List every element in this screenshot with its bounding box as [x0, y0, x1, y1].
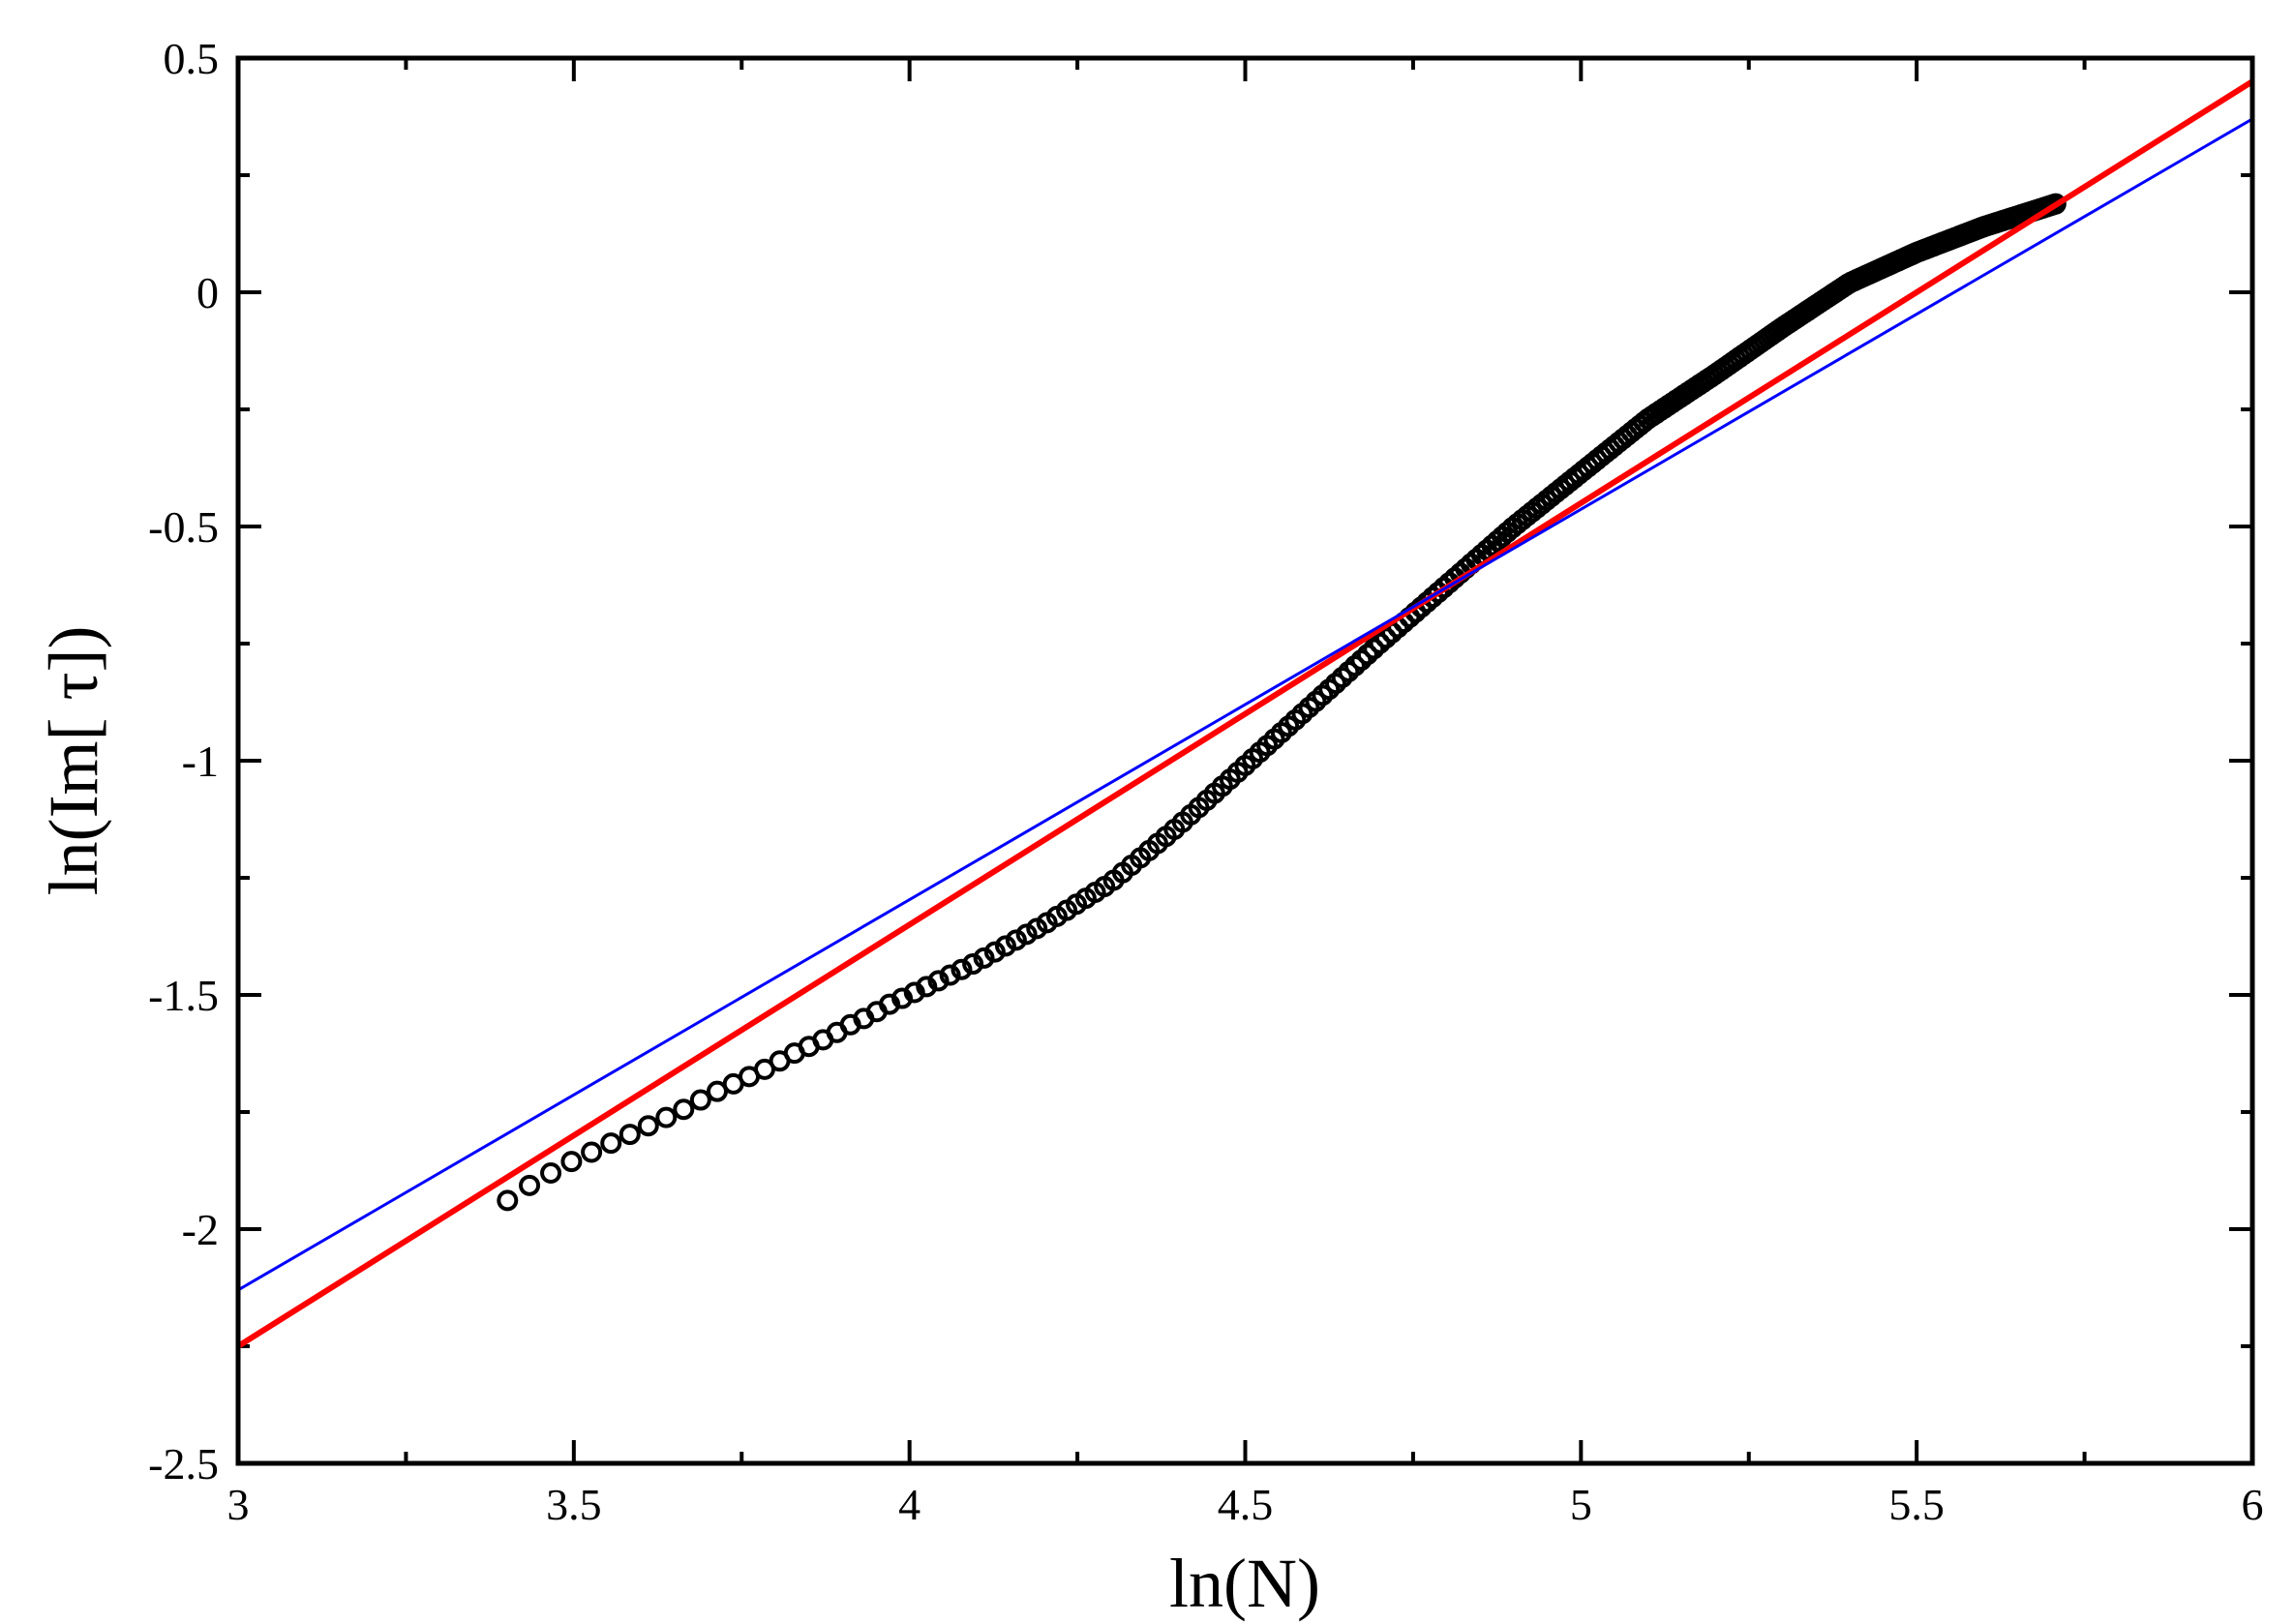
data-point — [983, 941, 1006, 963]
y-axis-title: ln(Im[ τ]) — [35, 626, 112, 896]
y-tick-label: -2.5 — [148, 1439, 219, 1489]
y-tick-label: -2 — [182, 1205, 219, 1254]
data-point — [540, 1162, 562, 1185]
x-tick-label: 3.5 — [546, 1480, 602, 1529]
y-tick-label: -1 — [182, 737, 219, 786]
x-tick-label: 5 — [1570, 1480, 1592, 1529]
data-point — [916, 976, 938, 998]
data-point — [600, 1132, 622, 1155]
data-layer — [238, 78, 2252, 1349]
x-tick-label: 6 — [2242, 1480, 2264, 1529]
data-point — [962, 953, 984, 976]
y-tick-label: 0 — [196, 268, 219, 317]
y-tick-label: 0.5 — [164, 34, 220, 83]
data-point — [973, 947, 995, 969]
data-point — [1005, 929, 1027, 951]
axis-tick-labels: 3 3.5 4 4.5 5 5.5 6 -2.5 -2 -1.5 -1 -0.5 0 0.5 — [148, 34, 2263, 1529]
x-tick-label: 5.5 — [1888, 1480, 1945, 1529]
data-point — [927, 970, 950, 992]
data-point — [637, 1115, 659, 1137]
data-point — [497, 1189, 519, 1212]
data-point — [1015, 923, 1038, 946]
data-point — [939, 964, 961, 986]
data-point — [519, 1174, 541, 1196]
x-tick-label: 3 — [227, 1480, 250, 1529]
y-tick-label: -1.5 — [148, 971, 219, 1020]
data-point — [951, 958, 973, 980]
data-point — [994, 935, 1016, 957]
data-point — [2044, 193, 2067, 215]
plot-frame — [235, 55, 2255, 1466]
y-tick-label: -0.5 — [148, 502, 219, 552]
data-point — [619, 1124, 641, 1146]
data-point — [689, 1089, 711, 1111]
x-tick-label: 4.5 — [1218, 1480, 1274, 1529]
data-point — [673, 1098, 695, 1121]
data-point — [581, 1141, 603, 1163]
x-axis-title: ln(N) — [1169, 1545, 1320, 1622]
data-point — [655, 1106, 678, 1128]
blue-fit-line — [238, 117, 2252, 1292]
x-tick-label: 4 — [898, 1480, 921, 1529]
red-fit-line — [238, 78, 2252, 1349]
data-point — [560, 1151, 583, 1173]
